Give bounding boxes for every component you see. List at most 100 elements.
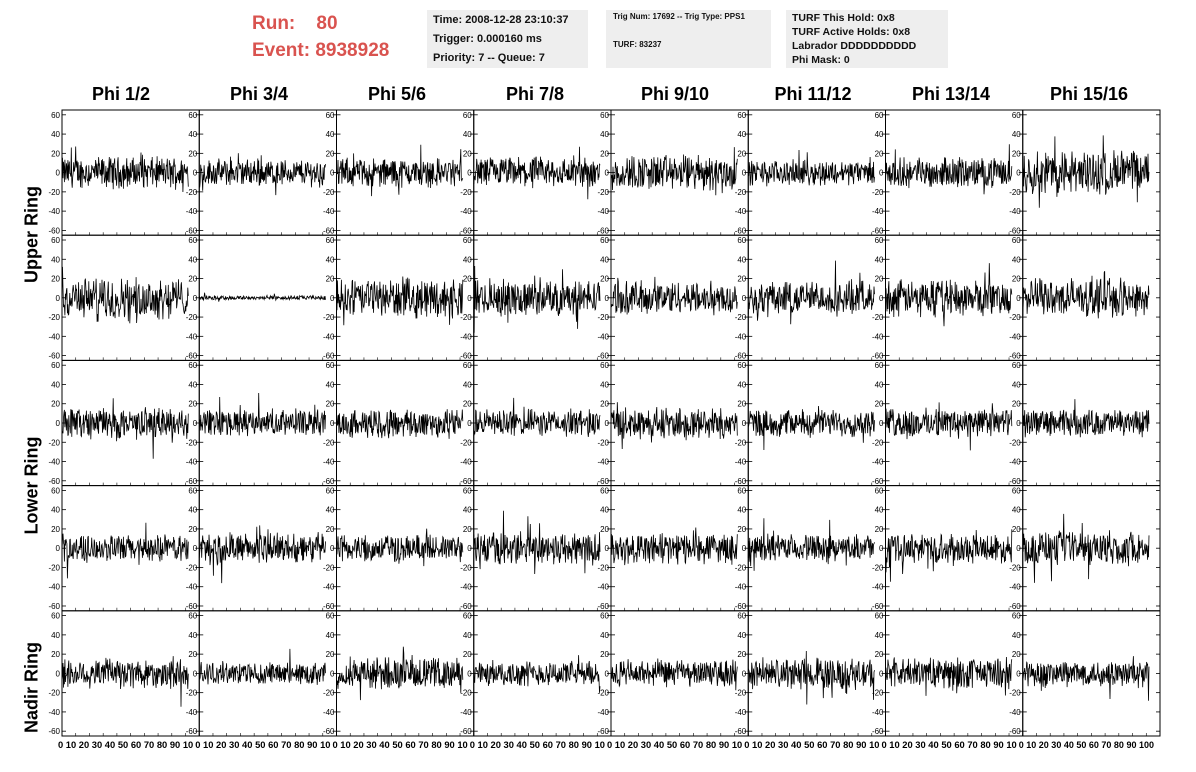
y-tick-label: -20 (323, 188, 335, 197)
y-tick-label: 40 (737, 631, 746, 640)
y-tick-label: -40 (735, 708, 747, 717)
y-tick-label: 60 (51, 486, 60, 495)
panel-r4-c7: -60 -40 -20 0 20 40 60 (872, 485, 1024, 612)
waveform-line (336, 528, 464, 567)
panel-r2-c4: -60 -40 -20 0 20 40 60 (460, 234, 612, 361)
y-tick-label: 20 (326, 400, 335, 409)
panel-r2-c5: -60 -40 -20 0 20 40 60 (597, 234, 749, 361)
y-tick-label: 0 (467, 294, 472, 303)
y-tick-label: -20 (1009, 563, 1021, 572)
panel-r1-c5: -60 -40 -20 0 20 40 60 (597, 109, 749, 236)
y-tick-label: -40 (460, 708, 472, 717)
trig-num-text: Trig Num: 17692 -- Trig Type: PPS1 (613, 12, 745, 21)
y-tick-label: -40 (597, 207, 609, 216)
y-tick-label: 40 (188, 631, 197, 640)
y-tick-label: -20 (735, 313, 747, 322)
panel-r2-c8: -60 -40 -20 0 20 40 60 (1009, 234, 1161, 361)
y-tick-label: -40 (323, 332, 335, 341)
x-tick-labels: 0 10 20 30 40 50 60 70 80 90 10 (470, 740, 605, 751)
waveform-line (1022, 399, 1150, 438)
y-tick-label: -60 (460, 226, 472, 235)
y-tick-label: -40 (186, 583, 198, 592)
waveform-line (610, 402, 738, 450)
y-tick-label: -40 (48, 207, 60, 216)
y-tick-label: -20 (48, 689, 60, 698)
waveform-line (61, 398, 189, 459)
waveform-line (885, 402, 1013, 451)
y-tick-label: -60 (1009, 352, 1021, 361)
y-tick-label: 20 (463, 525, 472, 534)
y-tick-label: -40 (597, 332, 609, 341)
y-tick-label: 20 (188, 650, 197, 659)
y-tick-label: 0 (330, 294, 335, 303)
y-tick-label: 40 (1012, 380, 1021, 389)
y-tick-label: -20 (186, 313, 198, 322)
trigger-info-panel: Trig Num: 17692 -- Trig Type: PPS1 TURF:… (606, 10, 771, 68)
y-tick-label: 20 (1012, 400, 1021, 409)
waveform-line (198, 525, 326, 584)
panel-r2-c3: -60 -40 -20 0 20 40 60 (323, 234, 475, 361)
y-tick-label: -20 (872, 689, 884, 698)
y-tick-label: 0 (56, 419, 61, 428)
panel-r5-c1: -60 -40 -20 0 20 40 60 (48, 610, 200, 737)
y-tick-label: -20 (323, 438, 335, 447)
y-tick-label: 60 (600, 236, 609, 245)
y-tick-label: -20 (460, 438, 472, 447)
y-tick-label: -40 (1009, 708, 1021, 717)
y-tick-label: 60 (737, 111, 746, 120)
y-tick-label: 60 (51, 612, 60, 621)
y-tick-label: 40 (51, 380, 60, 389)
panel-r5-c2: -60 -40 -20 0 20 40 60 (186, 610, 337, 737)
y-tick-label: 60 (600, 111, 609, 120)
phi-mask-text: Phi Mask: 0 (792, 54, 850, 66)
y-tick-label: 0 (1016, 169, 1021, 178)
y-tick-label: -60 (872, 226, 884, 235)
waveform-line (61, 266, 189, 324)
y-tick-label: -40 (323, 458, 335, 467)
y-tick-label: 60 (875, 612, 884, 621)
waveform-line (198, 648, 326, 685)
y-tick-label: -60 (460, 352, 472, 361)
y-tick-label: -20 (1009, 689, 1021, 698)
y-tick-label: 40 (188, 506, 197, 515)
panel-r2-c1: -60 -40 -20 0 20 40 60 (48, 234, 200, 361)
y-tick-label: -60 (323, 477, 335, 486)
y-tick-label: -20 (735, 689, 747, 698)
y-tick-label: 40 (600, 380, 609, 389)
y-tick-label: 60 (326, 361, 335, 370)
phi-header-4: Phi 7/8 (505, 84, 565, 104)
y-tick-label: -20 (597, 313, 609, 322)
waveform-line (885, 263, 1013, 327)
y-tick-label: -40 (48, 583, 60, 592)
y-tick-label: 40 (737, 380, 746, 389)
y-tick-label: 60 (326, 486, 335, 495)
y-tick-label: -40 (1009, 458, 1021, 467)
x-tick-labels: 0 10 20 30 40 50 60 70 80 90 10 (607, 740, 742, 751)
y-tick-label: 0 (193, 544, 198, 553)
y-tick-label: -40 (872, 458, 884, 467)
y-tick-label: -60 (597, 602, 609, 611)
y-tick-label: 60 (51, 236, 60, 245)
y-tick-label: -40 (323, 583, 335, 592)
panel-r3-c4: -60 -40 -20 0 20 40 60 (460, 359, 612, 487)
y-tick-label: 20 (1012, 149, 1021, 158)
panel-r2-c2: -60 -40 -20 0 20 40 60 (186, 234, 337, 361)
y-tick-label: 0 (330, 419, 335, 428)
y-tick-label: 40 (463, 380, 472, 389)
y-tick-label: -40 (460, 332, 472, 341)
y-tick-label: 0 (1016, 419, 1021, 428)
y-tick-label: -40 (1009, 583, 1021, 592)
y-tick-label: 40 (326, 255, 335, 264)
y-tick-label: 20 (51, 149, 60, 158)
panel-r3-c3: -60 -40 -20 0 20 40 60 (323, 359, 475, 487)
y-tick-label: 0 (742, 294, 747, 303)
y-tick-label: 0 (879, 169, 884, 178)
panel-r4-c8: -60 -40 -20 0 20 40 60 (1009, 485, 1161, 612)
x-tick-labels: 0 10 20 30 40 50 60 70 80 90 10 (333, 740, 468, 751)
y-tick-label: 60 (737, 612, 746, 621)
y-tick-label: -40 (1009, 332, 1021, 341)
y-tick-label: -60 (1009, 226, 1021, 235)
y-tick-label: 0 (467, 419, 472, 428)
y-tick-label: 40 (463, 631, 472, 640)
